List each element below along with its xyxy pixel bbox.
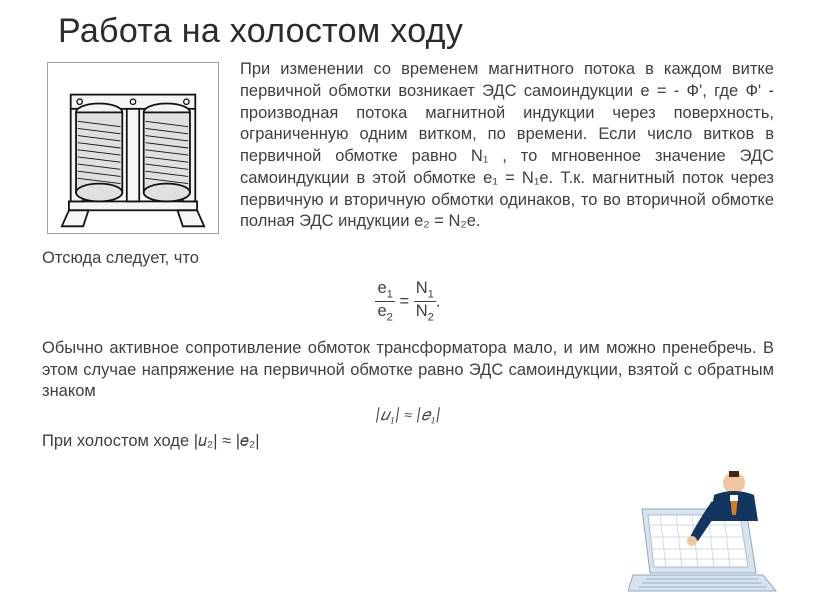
transformer-icon (42, 59, 224, 237)
paragraph-1: При изменении со временем магнитного пот… (240, 59, 774, 242)
ratio-formula: е1 е2 = N1 N2 . (0, 270, 816, 334)
equation-1: |𝑢₁| ≈ |𝑒₁| (0, 403, 816, 427)
paragraph-3: Обычно активное сопротивление обмоток тр… (0, 334, 816, 403)
page-title: Работа на холостом ходу (0, 0, 816, 57)
laptop-person-clipart (628, 465, 778, 595)
top-section: При изменении со временем магнитного пот… (0, 57, 816, 242)
paragraph-4: При холостом ходе |𝑢₂| ≈ |𝑒₂| (0, 427, 816, 453)
paragraph-2: Отсюда следует, что (0, 242, 816, 270)
transformer-figure (42, 59, 240, 242)
